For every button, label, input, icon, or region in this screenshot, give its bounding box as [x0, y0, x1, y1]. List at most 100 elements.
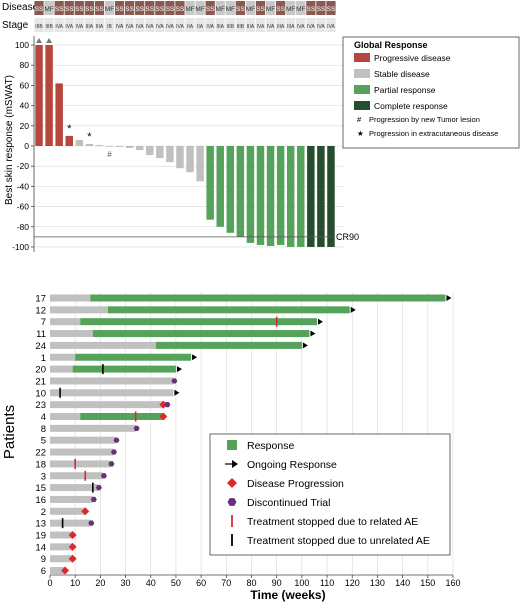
stage-cell	[245, 18, 256, 32]
disease-cell-label: SS	[317, 6, 326, 13]
swimmer-legend-box	[209, 433, 451, 556]
stage-row-label: Stage	[2, 20, 29, 31]
discontinued-trial-marker	[133, 425, 140, 431]
stage-cell	[286, 18, 296, 32]
extracutaneous-progression-star: *	[87, 131, 92, 143]
treatment-bar	[50, 424, 136, 432]
disease-cell-label: SS	[176, 6, 185, 13]
patient-row: 12	[35, 305, 356, 316]
patient-row: 11	[36, 329, 316, 340]
patient-row: 7	[41, 316, 323, 328]
disease-cell-label: MF	[105, 6, 114, 13]
treatment-bar	[50, 377, 174, 385]
disease-cell-label: SS	[135, 6, 144, 13]
swimmer-panel: 171271124120211023485221831516213191496 …	[1, 292, 461, 602]
disease-cell-label: SS	[306, 6, 315, 13]
swimmer-x-label: Time (weeks)	[250, 588, 325, 602]
ongoing-response-arrow	[192, 354, 198, 361]
stage-cell-label: IVA	[136, 24, 144, 30]
waterfall-bar	[297, 146, 305, 247]
patient-id: 20	[35, 365, 46, 376]
extracutaneous-progression-star: *	[67, 123, 72, 135]
swimmer-x-tick-label: 100	[294, 578, 309, 588]
swimmer-x-tick-label: 40	[146, 578, 156, 588]
legend-label-complete: Complete response	[374, 101, 448, 111]
treatment-bar	[50, 413, 81, 420]
treatment-bar	[50, 519, 91, 527]
stage-cell-label: IVA	[156, 24, 164, 30]
stage-cell	[215, 18, 225, 32]
disease-cell	[215, 1, 225, 15]
patient-id: 17	[35, 294, 46, 305]
treatment-bar	[50, 472, 103, 480]
disease-cell	[265, 1, 276, 15]
waterfall-bar	[125, 146, 134, 149]
legend-swatch-progressive	[354, 53, 370, 62]
waterfall-legend-title: Global Response	[354, 40, 428, 50]
waterfall-bar	[307, 146, 315, 247]
patient-row: 17	[35, 294, 452, 305]
waterfall-bar	[166, 146, 174, 163]
patient-id: 19	[35, 531, 46, 542]
swimmer-x-tick-label: 50	[171, 578, 181, 588]
legend-label-stable: Stable disease	[374, 69, 430, 79]
swimmer-legend: Response Ongoing Response Disease Progress…	[209, 433, 451, 556]
waterfall-bar	[196, 146, 204, 182]
waterfall-bar	[85, 143, 94, 146]
patient-id: 11	[36, 329, 46, 340]
disease-cell	[104, 1, 115, 15]
stage-cell-label: IVA	[307, 24, 315, 30]
patient-row: 5	[41, 436, 120, 447]
legend-label-partial: Partial response	[374, 85, 436, 95]
stage-cell-label: IIIA	[247, 24, 255, 30]
disease-cell	[34, 1, 44, 15]
patient-id: 24	[35, 341, 46, 352]
disease-cell-label: SS	[327, 6, 336, 13]
discontinued-trial-marker	[113, 437, 120, 443]
disease-cell-label: SS	[166, 6, 175, 13]
stage-cell-label: IVA	[297, 24, 305, 30]
swimmer-x-tick-label: 80	[246, 578, 256, 588]
ongoing-response-arrow	[310, 330, 316, 337]
disease-cell-label: SS	[155, 6, 164, 13]
patient-id: 9	[41, 554, 46, 565]
stage-cell-label: IVA	[55, 24, 63, 30]
stage-cell	[104, 18, 115, 32]
disease-cell	[125, 1, 135, 15]
patient-row: 20	[35, 364, 182, 376]
swimmer-legend-label: Treatment stopped due to related AE	[247, 516, 418, 528]
ongoing-response-arrow	[174, 389, 180, 396]
stage-cell	[296, 18, 306, 32]
patient-row: 4	[41, 411, 168, 423]
stage-cell	[306, 18, 316, 32]
legend-swatch-stable	[354, 69, 370, 78]
treatment-bar	[50, 448, 113, 456]
patient-row: 18	[35, 458, 115, 470]
swimmer-x-tick-label: 150	[420, 578, 435, 588]
treatment-bar	[50, 555, 73, 563]
patient-row: 8	[41, 424, 140, 435]
patient-id: 4	[41, 412, 46, 423]
stage-cell-label: IVA	[317, 24, 325, 30]
response-bar	[90, 294, 446, 302]
stage-cell-label: IVA	[176, 24, 184, 30]
discontinued-trial-marker	[171, 378, 178, 384]
disease-cell	[306, 1, 316, 15]
swimmer-x-tick-label: 120	[345, 578, 360, 588]
stage-cell	[276, 18, 286, 32]
patient-id: 15	[35, 483, 46, 494]
disease-cell	[54, 1, 64, 15]
waterfall-y-tick-label: 0	[24, 141, 29, 151]
waterfall-y-tick-label: -100	[12, 242, 29, 252]
disease-cell	[44, 1, 54, 15]
swimmer-legend-label: Treatment stopped due to unrelated AE	[247, 535, 430, 547]
response-bar	[80, 413, 164, 420]
patient-row: 3	[41, 470, 107, 482]
patient-row: 22	[35, 448, 117, 459]
stage-cell	[205, 18, 215, 32]
legend-swatch-partial	[354, 85, 370, 94]
exceeds-axis-arrow	[36, 38, 43, 44]
patient-id: 8	[41, 424, 46, 435]
patient-row: 9	[41, 554, 77, 565]
waterfall-bar	[55, 83, 63, 146]
